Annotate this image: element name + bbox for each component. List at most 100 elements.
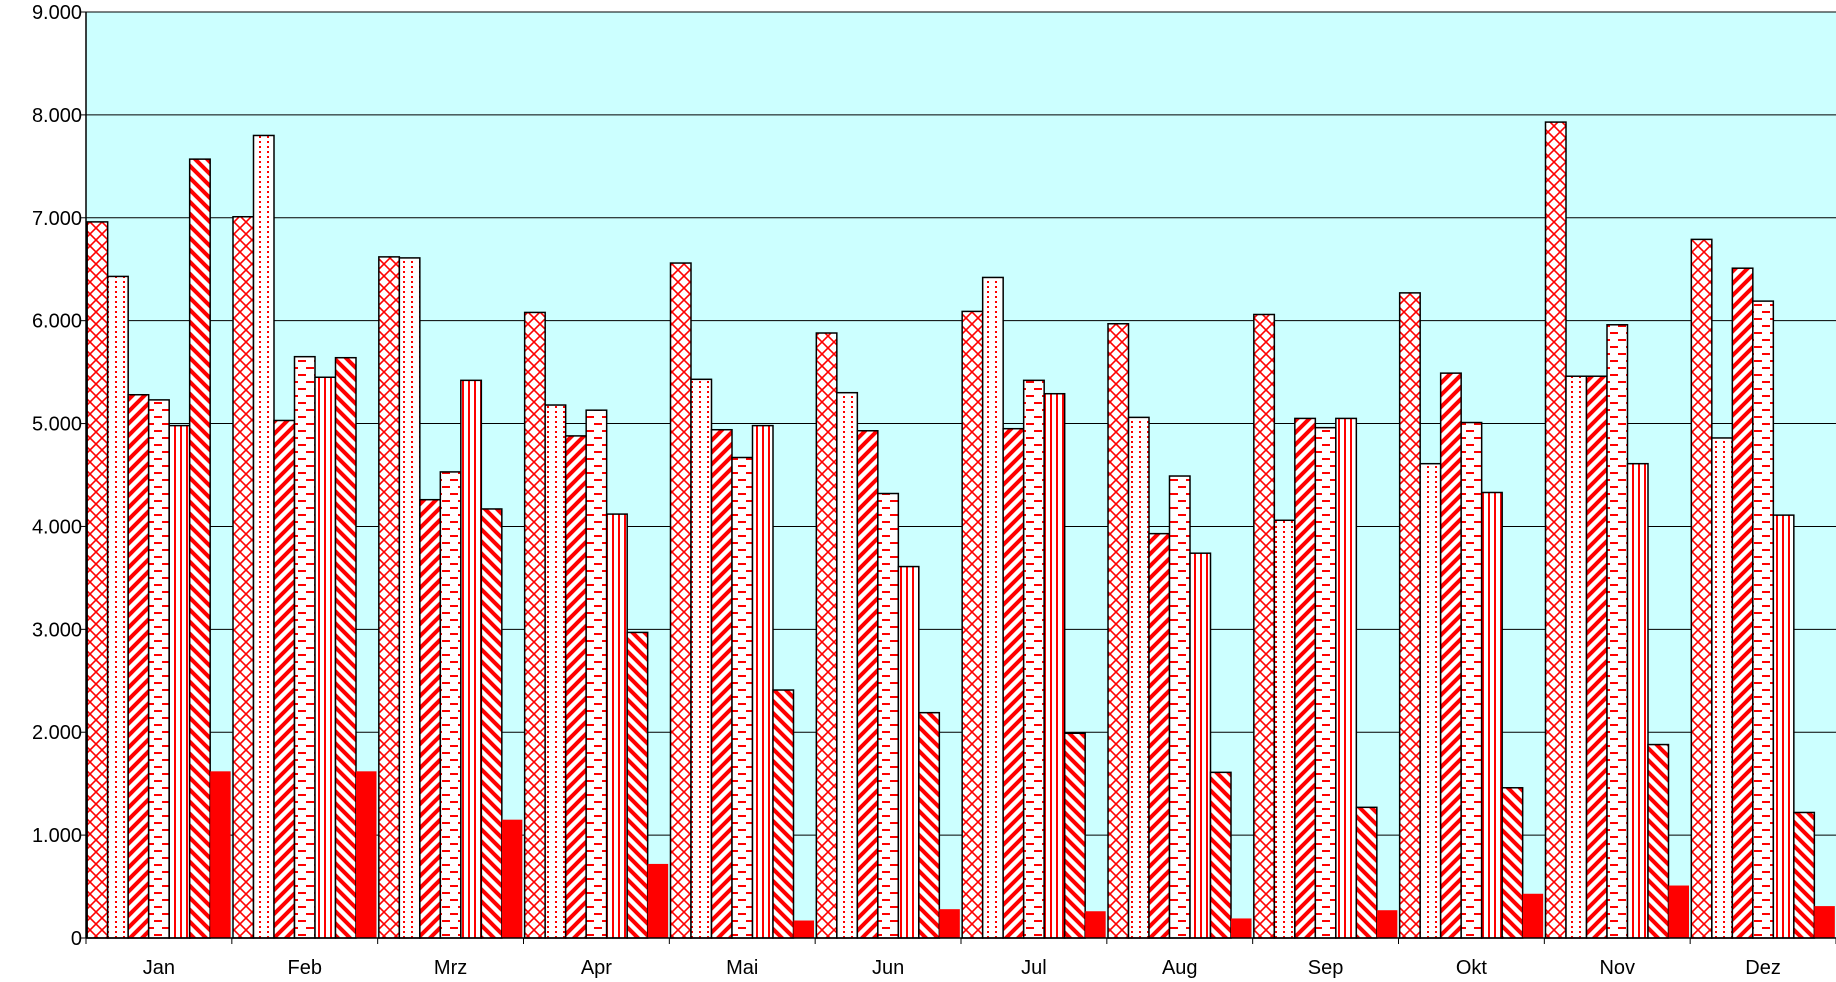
bar-mai-series-3	[710, 428, 733, 939]
y-tick-label: 9.000	[32, 2, 82, 24]
bar-okt-series-5	[1480, 491, 1503, 939]
bar-aug-series-7	[1231, 918, 1252, 938]
y-tick-label: 1.000	[32, 825, 82, 847]
bar-nov-series-5	[1626, 462, 1649, 939]
bar-sep-series-7	[1376, 910, 1398, 938]
bars	[86, 121, 1835, 939]
y-tick-label: 0	[71, 928, 82, 950]
bar-aug-series-4	[1168, 475, 1191, 939]
bar-jan-series-3	[127, 393, 150, 939]
x-tick-label: Dez	[1745, 957, 1781, 979]
bar-dez-series-7	[1814, 906, 1835, 938]
bar-jun-series-7	[939, 909, 960, 938]
bar-mai-series-4	[731, 456, 754, 939]
bar-feb-series-1	[232, 215, 255, 939]
y-axis-tick-labels: 0 1.000 2.000 3.000 4.000 5.000 6.000 7.000 8.00…	[32, 2, 86, 950]
bar-mrz-series-2	[398, 257, 421, 939]
bar-feb-series-6	[334, 356, 357, 939]
x-tick-label: Mrz	[434, 957, 467, 979]
bar-nov-series-3	[1585, 375, 1608, 939]
bar-jul-series-3	[1002, 427, 1025, 939]
bar-sep-series-3	[1294, 417, 1317, 939]
bar-mrz-series-3	[419, 498, 442, 939]
x-axis-tick-labels: Jan Feb Mrz Apr Mai Jun Jul Aug Sep Okt Nov Dez	[85, 938, 1836, 979]
bar-jan-series-1	[86, 221, 109, 939]
bar-apr-series-5	[605, 513, 628, 939]
bar-jun-series-5	[897, 565, 920, 939]
y-tick-label: 3.000	[32, 619, 82, 641]
bar-sep-series-6	[1355, 806, 1378, 939]
bar-jul-series-1	[961, 310, 984, 939]
bar-jan-series-2	[106, 275, 129, 939]
y-tick-label: 4.000	[32, 516, 82, 538]
bar-dez-series-2	[1711, 437, 1734, 939]
bar-jan-series-4	[147, 399, 170, 939]
bar-apr-series-2	[544, 404, 567, 939]
bar-mrz-series-7	[501, 819, 523, 938]
bar-apr-series-1	[523, 311, 546, 939]
bar-okt-series-4	[1460, 421, 1483, 939]
bar-jul-series-2	[981, 276, 1004, 939]
bar-mai-series-1	[669, 262, 692, 939]
bar-feb-series-3	[273, 419, 296, 939]
bar-mai-series-2	[690, 378, 713, 939]
bar-jan-series-6	[188, 158, 211, 939]
bar-mrz-series-5	[460, 379, 483, 939]
x-tick-label: Apr	[581, 957, 612, 979]
bar-sep-series-5	[1335, 417, 1358, 939]
bar-nov-series-7	[1668, 885, 1689, 938]
bar-aug-series-3	[1148, 532, 1171, 939]
bar-feb-series-4	[293, 355, 316, 939]
bar-nov-series-4	[1606, 324, 1629, 939]
bar-mrz-series-4	[439, 471, 462, 939]
bar-feb-series-5	[314, 376, 337, 939]
bar-mrz-series-1	[378, 256, 401, 939]
x-tick-label: Mai	[726, 957, 758, 979]
bar-jun-series-3	[856, 430, 879, 939]
bar-jul-series-6	[1063, 732, 1086, 939]
bar-jun-series-1	[815, 332, 838, 939]
y-tick-label: 5.000	[32, 414, 82, 436]
gridlines	[86, 11, 1836, 836]
y-tick-label: 7.000	[32, 208, 82, 230]
y-tick-label: 8.000	[32, 105, 82, 127]
bar-apr-series-7	[647, 863, 669, 938]
x-tick-label: Jun	[872, 957, 904, 979]
bar-jun-series-2	[836, 391, 859, 939]
bar-sep-series-4	[1314, 426, 1337, 939]
bar-nov-series-2	[1565, 375, 1588, 939]
bar-okt-series-1	[1398, 292, 1421, 939]
bar-dez-series-1	[1690, 238, 1713, 939]
y-tick-label: 6.000	[32, 311, 82, 333]
bar-jan-series-7	[210, 771, 231, 938]
x-tick-label: Okt	[1456, 957, 1488, 979]
bar-jul-series-7	[1085, 911, 1106, 938]
bar-mai-series-6	[772, 689, 795, 939]
x-tick-label: Jan	[143, 957, 175, 979]
x-tick-label: Feb	[288, 957, 322, 979]
bar-mrz-series-6	[480, 508, 503, 939]
bar-nov-series-1	[1544, 121, 1567, 939]
bar-dez-series-4	[1752, 300, 1775, 939]
bar-dez-series-6	[1793, 811, 1816, 939]
bar-aug-series-5	[1189, 552, 1212, 939]
bar-dez-series-5	[1772, 514, 1795, 939]
bar-apr-series-4	[585, 409, 608, 939]
bar-mai-series-7	[793, 920, 814, 938]
bar-apr-series-3	[564, 435, 587, 939]
bar-sep-series-2	[1273, 519, 1296, 939]
bar-okt-series-2	[1419, 462, 1442, 939]
bar-okt-series-6	[1501, 787, 1524, 939]
x-tick-label: Jul	[1021, 957, 1047, 979]
bar-aug-series-2	[1127, 416, 1150, 939]
bar-jul-series-4	[1022, 379, 1045, 939]
x-tick-label: Aug	[1162, 957, 1198, 979]
bar-jan-series-5	[168, 424, 191, 939]
bar-aug-series-6	[1209, 771, 1232, 939]
bar-aug-series-1	[1107, 323, 1130, 939]
plot-background	[86, 12, 1836, 938]
bar-jul-series-5	[1043, 392, 1066, 939]
bar-apr-series-6	[626, 631, 649, 939]
bar-jun-series-6	[918, 711, 941, 939]
bar-nov-series-6	[1647, 743, 1670, 939]
